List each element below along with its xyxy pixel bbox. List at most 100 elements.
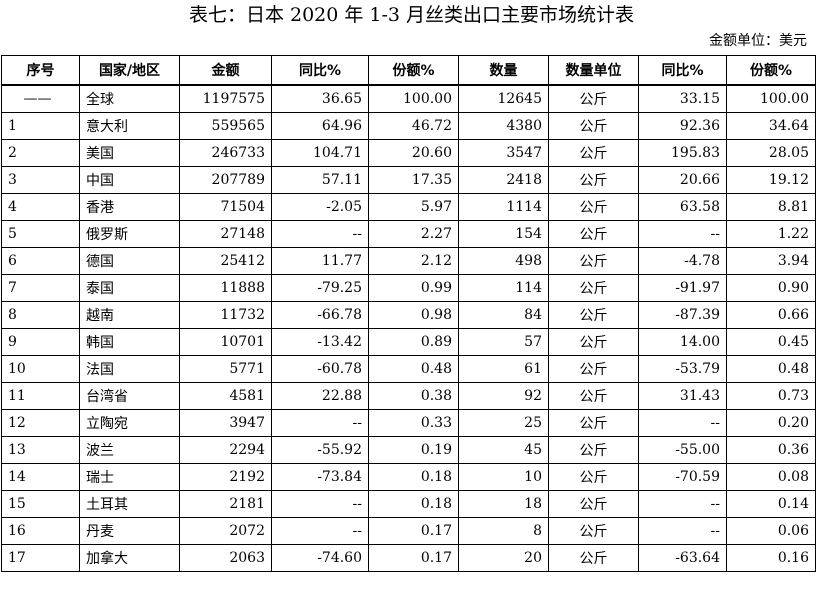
cell-amount-yoy: -79.25 (271, 274, 369, 302)
cell-country: 法国 (79, 355, 180, 383)
cell-amount-yoy: 57.11 (271, 166, 369, 194)
cell-quantity-yoy: -63.64 (638, 544, 727, 572)
cell-country: 俄罗斯 (79, 220, 180, 248)
header-cell-country: 国家/地区 (79, 55, 180, 86)
cell-quantity-yoy: 20.66 (638, 166, 727, 194)
cell-amount: 4581 (179, 382, 272, 410)
cell-quantity-unit: 公斤 (548, 463, 639, 491)
cell-amount-yoy: -- (271, 490, 369, 518)
cell-amount-share: 0.18 (368, 490, 459, 518)
cell-country: 德国 (79, 247, 180, 275)
cell-amount-yoy: 36.65 (271, 84, 369, 113)
cell-amount: 2181 (179, 490, 272, 518)
table-row: 15 土耳其 2181 -- 0.18 18 公斤 -- 0.14 (1, 490, 816, 518)
cell-quantity-unit: 公斤 (548, 436, 639, 464)
cell-amount-yoy: -- (271, 409, 369, 437)
cell-quantity-share: 34.64 (726, 112, 816, 140)
cell-quantity-share: 28.05 (726, 139, 816, 167)
cell-amount-share: 0.48 (368, 355, 459, 383)
cell-amount: 2294 (179, 436, 272, 464)
cell-index: 3 (1, 166, 80, 194)
cell-quantity-unit: 公斤 (548, 139, 639, 167)
table-row: 16 丹麦 2072 -- 0.17 8 公斤 -- 0.06 (1, 517, 816, 545)
cell-amount: 2192 (179, 463, 272, 491)
table-title: 表七：日本 2020 年 1-3 月丝类出口主要市场统计表 (188, 4, 635, 26)
cell-country: 立陶宛 (79, 409, 180, 437)
cell-quantity-share: 1.22 (726, 220, 816, 248)
cell-amount: 246733 (179, 139, 272, 167)
cell-quantity-unit: 公斤 (548, 328, 639, 356)
cell-quantity-yoy: -- (638, 409, 727, 437)
cell-index: 8 (1, 301, 80, 329)
cell-quantity-share: 0.73 (726, 382, 816, 410)
header-cell-amount: 金额 (179, 55, 272, 86)
cell-quantity-unit: 公斤 (548, 220, 639, 248)
cell-amount: 5771 (179, 355, 272, 383)
cell-quantity-yoy: -87.39 (638, 301, 727, 329)
cell-amount-share: 0.18 (368, 463, 459, 491)
cell-country: 加拿大 (79, 544, 180, 572)
cell-quantity: 57 (458, 328, 549, 356)
cell-quantity: 45 (458, 436, 549, 464)
cell-quantity: 4380 (458, 112, 549, 140)
cell-quantity-share: 8.81 (726, 193, 816, 221)
cell-quantity-unit: 公斤 (548, 193, 639, 221)
cell-amount-share: 0.17 (368, 517, 459, 545)
cell-amount-yoy: -55.92 (271, 436, 369, 464)
cell-quantity-unit: 公斤 (548, 274, 639, 302)
cell-country: 意大利 (79, 112, 180, 140)
cell-amount-share: 17.35 (368, 166, 459, 194)
cell-quantity: 2418 (458, 166, 549, 194)
cell-quantity-yoy: -53.79 (638, 355, 727, 383)
cell-amount-share: 5.97 (368, 193, 459, 221)
cell-quantity-yoy: -55.00 (638, 436, 727, 464)
cell-quantity-unit: 公斤 (548, 112, 639, 140)
cell-amount-share: 100.00 (368, 84, 459, 113)
cell-index: 12 (1, 409, 80, 437)
cell-quantity-yoy: 63.58 (638, 193, 727, 221)
cell-amount-share: 0.89 (368, 328, 459, 356)
cell-amount-yoy: -60.78 (271, 355, 369, 383)
cell-quantity-share: 0.20 (726, 409, 816, 437)
header-cell-quantity-yoy: 同比% (638, 55, 727, 86)
table-row: 10 法国 5771 -60.78 0.48 61 公斤 -53.79 0.48 (1, 355, 816, 383)
cell-quantity: 498 (458, 247, 549, 275)
cell-amount-yoy: -73.84 (271, 463, 369, 491)
cell-amount-share: 0.33 (368, 409, 459, 437)
cell-amount-yoy: -- (271, 220, 369, 248)
cell-country: 瑞士 (79, 463, 180, 491)
cell-amount-yoy: 104.71 (271, 139, 369, 167)
header-row: 序号 国家/地区 金额 同比% 份额% 数量 数量单位 同比% 份额% (1, 55, 816, 86)
currency-unit-note: 金额单位：美元 (709, 33, 807, 49)
cell-index: 9 (1, 328, 80, 356)
cell-amount: 27148 (179, 220, 272, 248)
cell-quantity: 61 (458, 355, 549, 383)
table-row: 12 立陶宛 3947 -- 0.33 25 公斤 -- 0.20 (1, 409, 816, 437)
cell-amount-share: 0.38 (368, 382, 459, 410)
cell-quantity-unit: 公斤 (548, 382, 639, 410)
table-row: 5 俄罗斯 27148 -- 2.27 154 公斤 -- 1.22 (1, 220, 816, 248)
cell-quantity-yoy: 31.43 (638, 382, 727, 410)
table-row: 9 韩国 10701 -13.42 0.89 57 公斤 14.00 0.45 (1, 328, 816, 356)
cell-quantity: 10 (458, 463, 549, 491)
cell-amount-share: 0.17 (368, 544, 459, 572)
cell-index: 11 (1, 382, 80, 410)
table-row: 4 香港 71504 -2.05 5.97 1114 公斤 63.58 8.81 (1, 193, 816, 221)
cell-quantity-share: 0.14 (726, 490, 816, 518)
cell-country: 香港 (79, 193, 180, 221)
cell-amount-yoy: -2.05 (271, 193, 369, 221)
cell-quantity-share: 3.94 (726, 247, 816, 275)
header-cell-quantity-unit: 数量单位 (548, 55, 639, 86)
cell-index: —— (1, 84, 80, 113)
cell-country: 全球 (79, 84, 180, 113)
cell-quantity: 12645 (458, 84, 549, 113)
cell-amount-share: 0.99 (368, 274, 459, 302)
cell-quantity-unit: 公斤 (548, 490, 639, 518)
table-row: 2 美国 246733 104.71 20.60 3547 公斤 195.83 28.05 (1, 139, 816, 167)
cell-quantity-unit: 公斤 (548, 517, 639, 545)
cell-country: 越南 (79, 301, 180, 329)
cell-quantity-yoy: -70.59 (638, 463, 727, 491)
cell-quantity: 8 (458, 517, 549, 545)
table-row: 6 德国 25412 11.77 2.12 498 公斤 -4.78 3.94 (1, 247, 816, 275)
cell-quantity-share: 0.48 (726, 355, 816, 383)
